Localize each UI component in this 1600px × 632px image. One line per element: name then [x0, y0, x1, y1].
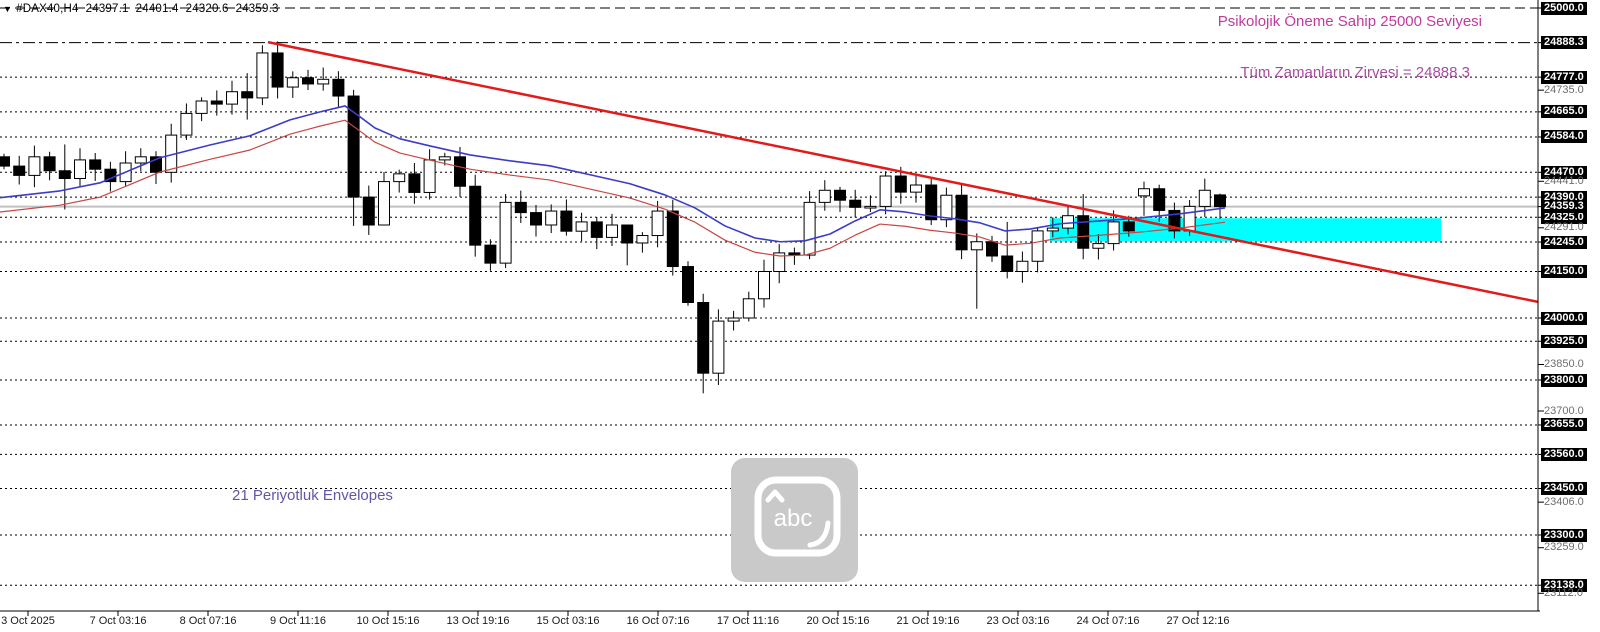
keyboard-abc-icon[interactable]: abc — [731, 458, 858, 582]
candle-body — [727, 317, 740, 322]
candle-body — [1168, 209, 1181, 232]
candle-body — [332, 78, 345, 97]
candle-body — [879, 175, 892, 207]
candle-body — [484, 244, 497, 264]
candle-body — [408, 173, 421, 193]
annotation-psych-level[interactable]: Psikolojik Öneme Sahip 25000 Seviyesi — [1217, 13, 1482, 30]
candle-body — [742, 298, 755, 319]
candle-body — [925, 184, 938, 221]
candle-body — [1016, 260, 1029, 272]
candle-body — [43, 156, 56, 172]
candle-body — [1077, 215, 1090, 249]
annotation-envelopes[interactable]: 21 Periyotluk Envelopes — [232, 487, 393, 504]
candle-body — [1214, 194, 1226, 208]
candle-body — [58, 170, 71, 179]
symbol-dropdown-icon[interactable]: ▼ — [3, 4, 13, 14]
envelope-lower-line — [0, 119, 1226, 257]
candle-body — [0, 156, 10, 167]
candle-body — [545, 210, 558, 226]
candle-body — [134, 156, 147, 164]
candle-body — [150, 156, 162, 173]
candle-body — [849, 199, 862, 208]
keyboard-glyph: abc — [754, 476, 841, 557]
candle-body — [1046, 227, 1059, 232]
abc-text: abc — [774, 505, 813, 532]
candle-body — [834, 189, 846, 201]
candle-body — [241, 91, 254, 99]
candle-body — [986, 241, 998, 257]
candle-body — [1138, 188, 1150, 197]
candle-body — [454, 156, 466, 187]
candle-body — [438, 156, 451, 161]
candle-body — [864, 205, 877, 209]
candle-body — [286, 77, 299, 88]
candle-body — [317, 78, 330, 85]
ohlc-header: ▼ #DAX40,H4 24397.1 24401.4 24320.6 24359.3 — [3, 3, 286, 15]
candle-body — [302, 77, 314, 85]
candle-body — [666, 210, 679, 268]
candle-body — [271, 52, 284, 88]
candle-body — [682, 266, 694, 304]
candle-body — [1122, 221, 1135, 232]
candle-body — [530, 212, 542, 226]
candle-body — [469, 185, 482, 246]
candle-body — [818, 189, 831, 203]
candle-body — [712, 320, 725, 374]
candle-body — [362, 196, 375, 226]
candle-body — [13, 165, 26, 176]
candle-body — [28, 156, 41, 176]
candle-body — [940, 194, 953, 221]
candle-body — [636, 235, 649, 244]
candle-body — [74, 159, 86, 179]
candle-body — [1031, 230, 1044, 262]
candle-body — [590, 221, 603, 238]
candle-body — [697, 302, 710, 374]
candle-body — [758, 271, 770, 300]
candle-body — [970, 241, 983, 251]
candle-body — [803, 201, 816, 256]
annotation-all-time-high[interactable]: Tüm Zamanların Zirvesi = 24888.3 — [1240, 64, 1470, 81]
ohlc-low: 24320.6 — [185, 3, 229, 15]
candle-body — [195, 100, 208, 114]
candle-body — [955, 194, 968, 251]
candle-body — [89, 159, 102, 170]
candle-body — [393, 173, 406, 183]
candle-body — [894, 175, 907, 193]
candle-body — [423, 159, 436, 193]
candle-body — [1092, 243, 1105, 249]
ohlc-open: 24397.1 — [85, 3, 129, 15]
candle-body — [575, 221, 588, 232]
candle-body — [347, 95, 360, 198]
candle-body — [256, 52, 269, 99]
descending-trendline[interactable] — [267, 40, 1539, 304]
candle-body — [621, 224, 634, 244]
ohlc-high: 24401.4 — [135, 3, 179, 15]
candle-body — [1107, 221, 1120, 245]
candle-body — [1062, 215, 1074, 229]
candle-body — [514, 201, 527, 214]
ohlc-close: 24359.3 — [235, 3, 279, 15]
symbol-period-label: #DAX40,H4 — [16, 3, 79, 15]
candle-body — [910, 184, 922, 193]
candle-body — [499, 201, 512, 264]
highlight-zone[interactable] — [1050, 218, 1441, 242]
candle-body — [1001, 255, 1014, 272]
envelope-upper-line — [0, 105, 1226, 243]
candle-body — [1198, 189, 1211, 207]
candle-body — [1153, 188, 1166, 211]
candle-body — [378, 181, 390, 226]
candle-body — [560, 210, 573, 232]
candle-body — [773, 252, 786, 272]
candle-body — [210, 100, 223, 105]
candle-body — [226, 91, 238, 105]
candle-body — [180, 112, 193, 136]
candle-body — [606, 224, 618, 238]
candle-body — [651, 210, 664, 237]
